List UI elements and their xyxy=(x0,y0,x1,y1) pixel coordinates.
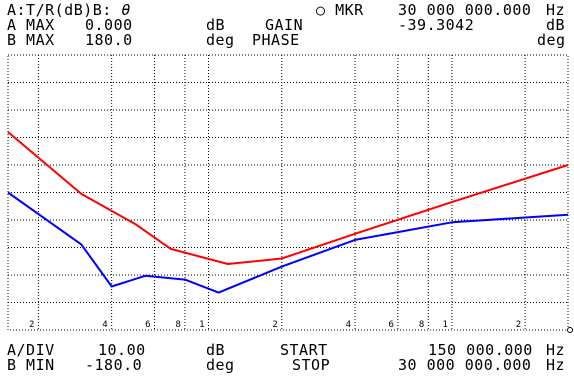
x-tick-labels: 2 4 6 8 1 2 4 6 8 1 2 xyxy=(29,320,521,330)
stop-value: 30 000 000.000 xyxy=(398,356,532,374)
phase-label: PHASE xyxy=(252,31,300,49)
gain-label: GAIN xyxy=(265,16,304,34)
start-value: 150 000.000 xyxy=(428,341,533,359)
a-max-unit: dB xyxy=(206,16,226,34)
trace-b xyxy=(7,191,569,294)
a-div-value: 10.00 xyxy=(98,341,146,359)
x-tick-label: 2 xyxy=(272,320,277,330)
b-min-unit: deg xyxy=(206,356,235,374)
traces xyxy=(7,131,569,294)
marker-frequency-unit: Hz xyxy=(546,1,566,19)
x-tick-label: 8 xyxy=(176,320,181,330)
format-label: A:T/R(dB)B: θ xyxy=(7,1,131,19)
start-label: START xyxy=(280,341,328,359)
gain-unit: dB xyxy=(546,16,566,34)
x-tick-label: 4 xyxy=(102,320,107,330)
grid xyxy=(7,54,573,333)
x-tick-label: 8 xyxy=(419,320,424,330)
b-max-unit: deg xyxy=(206,31,235,49)
a-max-label: A MAX xyxy=(7,16,55,34)
stop-unit: Hz xyxy=(546,356,566,374)
marker-frequency: 30 000 000.000 xyxy=(398,1,532,19)
trace-a xyxy=(7,131,569,265)
marker-label: ○ MKR xyxy=(316,1,364,19)
stop-label: STOP xyxy=(292,356,331,374)
plot-border xyxy=(7,54,569,331)
phase-unit: deg xyxy=(537,31,566,49)
x-tick-label: 2 xyxy=(516,320,521,330)
marker-icon: ○ xyxy=(316,1,326,19)
gain-value: -39.3042 xyxy=(398,16,475,34)
x-tick-label: 2 xyxy=(29,320,34,330)
x-tick-label: 4 xyxy=(346,320,351,330)
b-min-value: -180.0 xyxy=(85,356,143,374)
a-div-label: A/DIV xyxy=(7,341,55,359)
a-max-value: 0.000 xyxy=(85,16,133,34)
b-min-label: B MIN xyxy=(7,356,55,374)
a-div-unit: dB xyxy=(206,341,226,359)
x-tick-label: 6 xyxy=(388,320,393,330)
x-tick-label: 6 xyxy=(145,320,150,330)
x-tick-label: 1 xyxy=(199,320,204,330)
axis-end-marker xyxy=(567,327,573,333)
x-tick-label: 1 xyxy=(442,320,447,330)
b-max-value: 180.0 xyxy=(85,31,133,49)
b-max-label: B MAX xyxy=(7,31,55,49)
start-unit: Hz xyxy=(546,341,566,359)
